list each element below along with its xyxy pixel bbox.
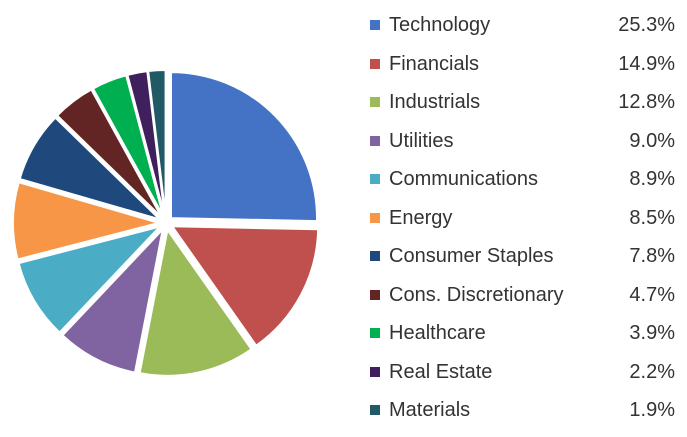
legend-value: 3.9% bbox=[629, 322, 675, 344]
pie-slice-healthcare bbox=[91, 74, 165, 217]
legend-value: 12.8% bbox=[618, 91, 675, 113]
legend-swatch bbox=[370, 135, 380, 146]
legend-swatch bbox=[370, 405, 380, 415]
legend-label: Real Estate bbox=[389, 360, 493, 383]
legend-value: 25.3% bbox=[618, 14, 675, 36]
legend: Technology 25.3% Financials 14.9% Industrial… bbox=[370, 6, 675, 430]
legend-label: Materials bbox=[389, 399, 471, 421]
legend-item-healthcare: Healthcare 3.9% bbox=[370, 314, 675, 353]
legend-value: 7.8% bbox=[629, 245, 675, 267]
pie-slice-materials bbox=[147, 69, 167, 217]
legend-value: 8.5% bbox=[629, 206, 675, 229]
pie-slice-energy bbox=[12, 181, 163, 261]
legend-item-industrials: Industrials 12.8% bbox=[370, 83, 675, 122]
legend-item-real-estate: Real Estate 2.2% bbox=[370, 353, 675, 392]
legend-item-utilities: Utilities 9.0% bbox=[370, 122, 675, 161]
pie-slice-technology bbox=[170, 71, 318, 223]
legend-value: 4.7% bbox=[629, 283, 675, 306]
legend-label: Healthcare bbox=[389, 322, 486, 344]
legend-swatch bbox=[370, 366, 380, 377]
legend-label: Industrials bbox=[389, 91, 481, 113]
legend-swatch bbox=[370, 174, 380, 184]
legend-item-energy: Energy 8.5% bbox=[370, 199, 675, 238]
legend-swatch bbox=[370, 328, 380, 338]
legend-value: 14.9% bbox=[618, 52, 675, 75]
legend-label: Energy bbox=[389, 206, 453, 229]
legend-value: 8.9% bbox=[629, 168, 675, 190]
legend-label: Technology bbox=[389, 14, 491, 36]
legend-swatch bbox=[370, 212, 380, 223]
legend-label: Communications bbox=[389, 168, 538, 190]
legend-item-communications: Communications 8.9% bbox=[370, 160, 675, 199]
legend-label: Utilities bbox=[389, 129, 454, 152]
pie-plot bbox=[12, 69, 320, 377]
legend-item-materials: Materials 1.9% bbox=[370, 391, 675, 430]
legend-value: 1.9% bbox=[629, 399, 675, 421]
legend-value: 9.0% bbox=[629, 129, 675, 152]
legend-swatch bbox=[370, 58, 380, 69]
pie-slice-industrials bbox=[138, 227, 253, 377]
pie-slice-consumer-staples bbox=[18, 116, 161, 221]
legend-swatch bbox=[370, 289, 380, 300]
pie-slice-cons-discretionary bbox=[55, 88, 163, 219]
legend-item-consumer-staples: Consumer Staples 7.8% bbox=[370, 237, 675, 276]
legend-value: 2.2% bbox=[629, 360, 675, 383]
legend-swatch bbox=[370, 251, 380, 261]
legend-item-technology: Technology 25.3% bbox=[370, 6, 675, 45]
pie-slice-financials bbox=[170, 225, 320, 348]
legend-swatch bbox=[370, 97, 380, 107]
legend-label: Consumer Staples bbox=[389, 245, 554, 267]
legend-swatch bbox=[370, 20, 380, 30]
legend-item-cons-discretionary: Cons. Discretionary 4.7% bbox=[370, 276, 675, 315]
pie-slice-utilities bbox=[61, 226, 165, 374]
pie-slice-communications bbox=[17, 224, 164, 335]
legend-item-financials: Financials 14.9% bbox=[370, 45, 675, 84]
legend-label: Financials bbox=[389, 52, 480, 75]
legend-label: Cons. Discretionary bbox=[389, 283, 564, 306]
